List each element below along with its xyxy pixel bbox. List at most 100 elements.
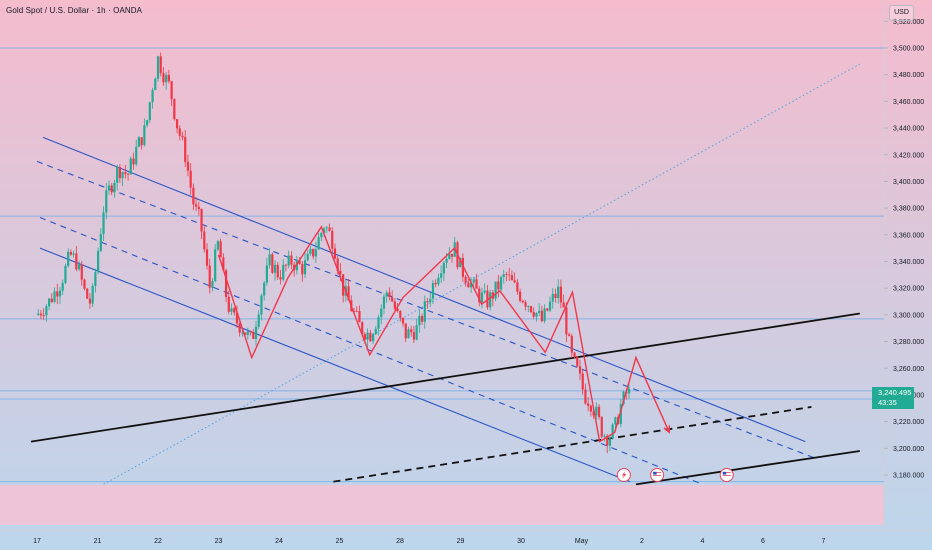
candle-body [475, 279, 478, 289]
candle-body [391, 297, 394, 302]
candle-body [608, 438, 612, 446]
marker-circle [719, 468, 734, 482]
price-tick-label: 3,280.000 [893, 339, 924, 346]
event-markers[interactable] [616, 468, 734, 482]
candle-body [581, 373, 584, 390]
candle-body [39, 313, 43, 316]
candle-body [584, 389, 587, 404]
candle-body [86, 288, 89, 299]
price-tick-label: 3,460.000 [893, 99, 924, 106]
candle-body [107, 185, 111, 191]
last-price: 3,240.495 [878, 388, 912, 397]
candle-body [546, 308, 549, 311]
time-tick-label: 30 [517, 538, 525, 545]
candle-body [592, 411, 595, 416]
candle-body [75, 253, 78, 270]
candle-body [211, 280, 214, 288]
price-tick-label: 3,320.000 [893, 286, 924, 293]
candle-body [331, 230, 334, 249]
candle-body [309, 248, 312, 254]
candle-body [450, 253, 454, 257]
candle-body [461, 257, 465, 277]
price-tick-label: 3,200.000 [893, 446, 924, 453]
candle-body [45, 306, 48, 316]
candle-body [578, 366, 582, 374]
candle-body [306, 253, 309, 261]
time-tick-label: 2 [640, 538, 644, 545]
candle-body [67, 251, 70, 266]
candle-body [203, 231, 206, 250]
candle-body [252, 332, 255, 339]
candle-body [53, 291, 56, 302]
candle-body [173, 98, 176, 120]
price-tick-label: 3,420.000 [893, 152, 924, 159]
candle-body [554, 293, 557, 299]
candle-body [241, 332, 244, 334]
candle-body [94, 272, 97, 286]
candle-body [197, 206, 200, 209]
candle-body [137, 137, 141, 147]
time-tick-label: 22 [154, 538, 162, 545]
price-tick-label: 3,300.000 [893, 312, 924, 319]
candle-body [110, 185, 113, 193]
candle-body [437, 277, 440, 285]
candle-body [156, 56, 160, 79]
candle-body [600, 416, 603, 437]
price-axis[interactable]: 3,180.0003,200.0003,220.0003,240.0003,26… [884, 19, 924, 480]
channel-line [36, 160, 818, 460]
candle-body [510, 275, 514, 281]
candle-body [489, 292, 492, 308]
candle-body [233, 308, 236, 313]
candle-body [434, 282, 437, 285]
candle-body [222, 257, 225, 271]
candle-body [339, 270, 342, 275]
candle-body [472, 279, 475, 283]
candle-body [268, 254, 271, 266]
candle-body [401, 317, 405, 324]
candle-body [442, 262, 445, 274]
flag-us-icon[interactable] [650, 468, 665, 482]
candle-body [543, 308, 546, 322]
time-tick-label: 28 [396, 538, 404, 545]
price-tick-label: 3,480.000 [893, 72, 924, 79]
flag-us-icon[interactable] [719, 468, 734, 482]
candle-body [524, 302, 527, 307]
candle-body [37, 313, 40, 315]
candle-body [573, 352, 576, 358]
candle-body [124, 172, 127, 174]
candle-body [64, 265, 67, 283]
time-axis[interactable]: 17 21 22 23 24 25 28 29 30 May 2 4 6 7 [33, 538, 825, 545]
candle-body [576, 357, 579, 367]
time-tick-label: 24 [275, 538, 283, 545]
candle-body [205, 249, 209, 266]
candle-body [396, 308, 399, 311]
price-levels [0, 47, 884, 483]
candle-body [181, 135, 184, 138]
candle-body [404, 323, 407, 339]
candle-body [440, 273, 443, 278]
currency-button[interactable]: USD [889, 5, 914, 21]
candle-body [494, 281, 497, 299]
candle-body [508, 274, 511, 276]
candle-body [143, 125, 146, 146]
candle-body [58, 290, 62, 297]
symbol-title[interactable]: Gold Spot / U.S. Dollar · 1h · OANDA [6, 6, 143, 15]
price-tick-label: 3,520.000 [893, 19, 924, 26]
candle-body [282, 264, 285, 280]
candle-body [320, 232, 323, 238]
trend-line [30, 312, 860, 443]
candle-body [366, 332, 369, 340]
candle-body [72, 253, 75, 255]
lightning-icon[interactable] [616, 468, 631, 482]
flag-stripe [722, 475, 731, 476]
candle-body [388, 292, 391, 298]
candle-body [529, 306, 533, 313]
candle-body [393, 301, 396, 309]
candle-body [317, 237, 320, 250]
candle-body [263, 282, 266, 296]
candle-body [464, 276, 467, 283]
time-tick-label: 4 [701, 538, 705, 545]
candle-body [431, 282, 435, 299]
